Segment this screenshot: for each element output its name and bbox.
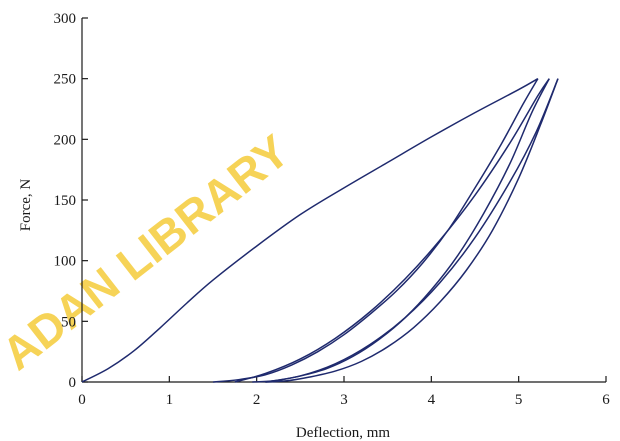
y-axis-label: Force, N [18, 179, 34, 232]
x-tick-label: 4 [428, 392, 436, 408]
series-line-4 [252, 78, 550, 383]
y-tick-label: 100 [54, 254, 77, 270]
y-tick-label: 250 [54, 72, 77, 88]
axis-labels: Deflection, mm Force, N [18, 179, 390, 441]
x-tick-label: 0 [78, 392, 86, 408]
y-tick-label: 0 [69, 375, 77, 391]
series-line-3 [234, 78, 550, 383]
x-tick-label: 2 [253, 392, 261, 408]
x-axis-label: Deflection, mm [296, 425, 390, 441]
x-tick-label: 3 [340, 392, 348, 408]
watermark: ADAN LIBRARY [0, 124, 299, 379]
y-tick-label: 50 [61, 314, 76, 330]
watermark-text: ADAN LIBRARY [0, 124, 299, 379]
series-layer [81, 78, 559, 383]
series-line-1 [81, 78, 539, 383]
y-tick-label: 150 [54, 193, 77, 209]
series-line-5 [265, 78, 559, 383]
y-tick-label: 300 [54, 11, 77, 27]
series-line-2 [212, 78, 539, 383]
x-tick-label: 1 [166, 392, 174, 408]
x-tick-label: 6 [602, 392, 610, 408]
x-tick-label: 5 [515, 392, 523, 408]
axes: 0 1 2 3 4 5 6 0 50 100 150 200 250 300 [54, 11, 611, 408]
y-tick-label: 200 [54, 132, 77, 148]
series-line-6 [265, 78, 559, 383]
